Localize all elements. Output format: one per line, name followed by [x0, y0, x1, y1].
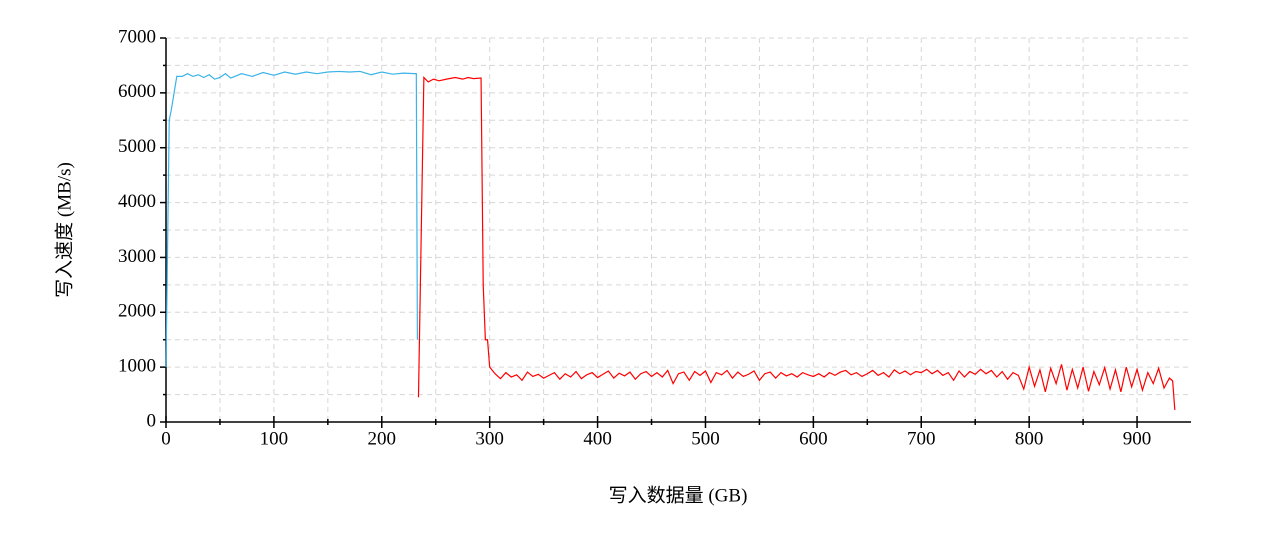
y-tick-label: 5000	[118, 136, 156, 157]
data-line	[165, 70, 418, 368]
y-tick-label: 4000	[118, 191, 156, 212]
x-tick-label: 900	[1123, 428, 1152, 449]
y-tick-label: 1000	[118, 356, 156, 377]
x-tick-label: 400	[583, 428, 612, 449]
y-tick-label: 6000	[118, 81, 156, 102]
x-tick-label: 300	[475, 428, 504, 449]
x-tick-label: 700	[907, 428, 936, 449]
x-tick-label: 200	[368, 428, 397, 449]
y-tick-label: 7000	[118, 26, 156, 47]
x-tick-label: 500	[691, 428, 720, 449]
y-tick-label: 3000	[118, 246, 156, 267]
y-axis-label: 写入速度 (MB/s)	[53, 162, 75, 298]
y-tick-label: 2000	[118, 301, 156, 322]
x-tick-label: 100	[260, 428, 289, 449]
x-tick-label: 800	[1015, 428, 1044, 449]
x-tick-label: 0	[161, 428, 171, 449]
x-tick-label: 600	[799, 428, 828, 449]
data-line	[417, 76, 1176, 410]
y-tick-label: 0	[147, 410, 157, 431]
x-axis-label: 写入数据量 (GB)	[609, 484, 748, 506]
